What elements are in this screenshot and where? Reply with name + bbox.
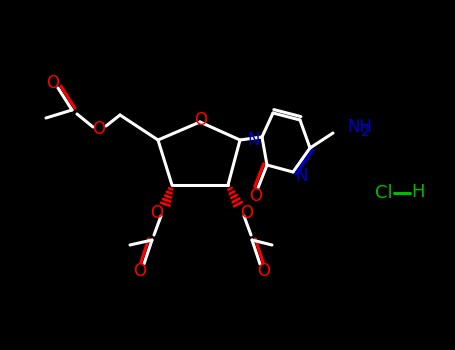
Text: 2: 2 [361,125,370,139]
Text: O: O [249,187,263,205]
Text: NH: NH [347,118,372,136]
Text: O: O [46,74,60,92]
Text: O: O [133,262,147,280]
Text: O: O [194,111,207,129]
Text: O: O [92,120,106,138]
Text: Cl: Cl [375,184,393,202]
Text: N: N [248,131,260,149]
Text: O: O [151,204,163,222]
Text: O: O [258,262,271,280]
Text: H: H [411,183,425,201]
Text: N: N [296,167,308,185]
Text: O: O [241,204,253,222]
